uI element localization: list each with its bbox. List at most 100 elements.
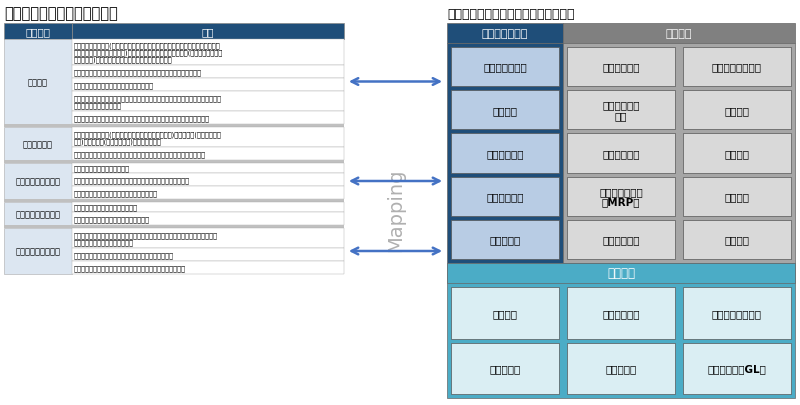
- FancyBboxPatch shape: [567, 91, 675, 130]
- Text: 過去の不良率に基づく、歩留率の算出と、歩留率を考慮した製造ロットサイズ、計
画生産数量の算出ができる: 過去の不良率に基づく、歩留率の算出と、歩留率を考慮した製造ロットサイズ、計 画生…: [74, 95, 222, 109]
- FancyBboxPatch shape: [4, 40, 72, 125]
- Text: 需要情報に基づく原材料所要量計画の提示、購買依頼の提示を自動でできる: 需要情報に基づく原材料所要量計画の提示、購買依頼の提示を自動でできる: [74, 115, 210, 122]
- FancyBboxPatch shape: [447, 263, 795, 284]
- FancyBboxPatch shape: [563, 24, 795, 44]
- FancyBboxPatch shape: [567, 134, 675, 173]
- Text: 販売・購買管理: 販売・購買管理: [482, 29, 528, 39]
- FancyBboxPatch shape: [451, 287, 559, 339]
- Text: 工順／作業区
管理: 工順／作業区 管理: [602, 100, 640, 121]
- FancyBboxPatch shape: [567, 287, 675, 339]
- FancyBboxPatch shape: [4, 125, 344, 128]
- FancyBboxPatch shape: [72, 92, 344, 112]
- Text: 品質管理: 品質管理: [725, 192, 750, 202]
- FancyBboxPatch shape: [683, 220, 791, 259]
- FancyBboxPatch shape: [447, 44, 563, 263]
- FancyBboxPatch shape: [72, 248, 344, 261]
- Text: 棚卸し時に在庫情報の更新をシステムにて行う: 棚卸し時に在庫情報の更新をシステムにて行う: [74, 190, 158, 196]
- FancyBboxPatch shape: [72, 66, 344, 79]
- FancyBboxPatch shape: [683, 91, 791, 130]
- Text: 仕入先ロット別、材質別、保管場所別の在庫情報の照会ができる: 仕入先ロット別、材質別、保管場所別の在庫情報の照会ができる: [74, 177, 190, 183]
- FancyBboxPatch shape: [451, 177, 559, 216]
- Text: 要件: 要件: [202, 27, 214, 37]
- Text: 繰返生産管理: 繰返生産管理: [602, 235, 640, 245]
- FancyBboxPatch shape: [72, 24, 344, 40]
- Text: 在庫管理: 在庫管理: [725, 106, 750, 115]
- Text: 保管期限を越えた在庫の廃棄処理ができる: 保管期限を越えた在庫の廃棄処理ができる: [74, 216, 150, 222]
- Text: 生産計画: 生産計画: [28, 78, 48, 87]
- Text: 在庫管理－製品在庫: 在庫管理－製品在庫: [15, 209, 61, 218]
- Text: 工場全体の制約条件(設備能力、資材調達、ツール、外注、要員、設備のメンテナ
ンス計画、工場間輸送時間等)の下で、いくつかの生産計画基準(納期、収益性、顧
客優先: 工場全体の制約条件(設備能力、資材調達、ツール、外注、要員、設備のメンテナ ンス…: [74, 43, 223, 63]
- FancyBboxPatch shape: [4, 202, 72, 226]
- Text: 製品構成管理: 製品構成管理: [602, 62, 640, 72]
- Text: 生産管理: 生産管理: [666, 29, 692, 39]
- FancyBboxPatch shape: [72, 148, 344, 161]
- FancyBboxPatch shape: [72, 202, 344, 213]
- Text: 原材料、副資材、スペアパーツの購買単価を管理できる: 原材料、副資材、スペアパーツの購買単価を管理できる: [74, 252, 174, 258]
- Text: 販売見積管理: 販売見積管理: [486, 149, 524, 159]
- FancyBboxPatch shape: [683, 134, 791, 173]
- FancyBboxPatch shape: [4, 128, 72, 161]
- Text: 製番別／機種別の回答納期計算ができること: 製番別／機種別の回答納期計算ができること: [74, 82, 154, 89]
- Text: Mapping: Mapping: [386, 168, 405, 251]
- FancyBboxPatch shape: [4, 161, 344, 164]
- FancyBboxPatch shape: [451, 220, 559, 259]
- FancyBboxPatch shape: [72, 187, 344, 200]
- Text: 緊急品および生産キャンセル品に対応可能なリスケジューリングを行う: 緊急品および生産キャンセル品に対応可能なリスケジューリングを行う: [74, 69, 202, 76]
- Text: 受注／請求管理: 受注／請求管理: [483, 62, 527, 72]
- FancyBboxPatch shape: [72, 40, 344, 66]
- FancyBboxPatch shape: [4, 226, 344, 228]
- FancyBboxPatch shape: [683, 343, 791, 394]
- Text: 資金管理: 資金管理: [493, 308, 518, 318]
- Text: 固定資産管理: 固定資産管理: [602, 308, 640, 318]
- FancyBboxPatch shape: [72, 79, 344, 92]
- Text: フォーミュラ管理: フォーミュラ管理: [712, 62, 762, 72]
- FancyBboxPatch shape: [447, 263, 795, 398]
- FancyBboxPatch shape: [4, 228, 72, 274]
- Text: 会計管理: 会計管理: [607, 267, 635, 280]
- Text: 総勘定元帳（GL）: 総勘定元帳（GL）: [707, 363, 766, 373]
- FancyBboxPatch shape: [72, 128, 344, 148]
- FancyBboxPatch shape: [567, 177, 675, 216]
- FancyBboxPatch shape: [451, 48, 559, 87]
- Text: 製造オーダー: 製造オーダー: [602, 149, 640, 159]
- FancyBboxPatch shape: [567, 220, 675, 259]
- FancyBboxPatch shape: [451, 134, 559, 173]
- FancyBboxPatch shape: [563, 44, 795, 263]
- Text: 全工程での進捗実績(投入、完了、次工程への引き渡し)、作業実績(良品数、不良
品数)、品質情報(不良コード等)の照会ができる: 全工程での進捗実績(投入、完了、次工程への引き渡し)、作業実績(良品数、不良 品…: [74, 131, 222, 145]
- Text: 販売分析管理: 販売分析管理: [486, 192, 524, 202]
- Text: 買掛金管理: 買掛金管理: [606, 363, 637, 373]
- FancyBboxPatch shape: [72, 174, 344, 187]
- Text: 生産計画: 生産計画: [725, 235, 750, 245]
- FancyBboxPatch shape: [567, 343, 675, 394]
- Text: 売掛金管理: 売掛金管理: [490, 363, 521, 373]
- Text: 自社の要件と業務領域の一覧: 自社の要件と業務領域の一覧: [4, 6, 118, 21]
- Text: 購買管理－資材発注: 購買管理－資材発注: [15, 247, 61, 256]
- FancyBboxPatch shape: [4, 24, 72, 40]
- FancyBboxPatch shape: [567, 48, 675, 87]
- FancyBboxPatch shape: [447, 24, 563, 44]
- FancyBboxPatch shape: [451, 91, 559, 130]
- FancyBboxPatch shape: [683, 177, 791, 216]
- Text: 購買管理: 購買管理: [493, 106, 518, 115]
- Text: 在庫管理－資材在庫: 在庫管理－資材在庫: [15, 177, 61, 186]
- FancyBboxPatch shape: [4, 200, 344, 202]
- FancyBboxPatch shape: [683, 287, 791, 339]
- Text: 業務領域: 業務領域: [26, 27, 50, 37]
- Text: 工程実績管理: 工程実績管理: [23, 140, 53, 149]
- FancyBboxPatch shape: [4, 164, 72, 200]
- Text: 工程作業者が製造仕様書情報、クレーム情報、品質情報等の照会ができる: 工程作業者が製造仕様書情報、クレーム情報、品質情報等の照会ができる: [74, 151, 206, 158]
- Text: 製造ロット別の入出庫管理ができる: 製造ロット別の入出庫管理ができる: [74, 204, 138, 211]
- Text: 在庫のエージングが確認できる: 在庫のエージングが確認できる: [74, 165, 130, 172]
- FancyBboxPatch shape: [72, 164, 344, 174]
- FancyBboxPatch shape: [451, 343, 559, 394]
- FancyBboxPatch shape: [683, 48, 791, 87]
- Text: パッケージソフトウェアのモジュール: パッケージソフトウェアのモジュール: [447, 7, 574, 20]
- FancyBboxPatch shape: [72, 112, 344, 125]
- Text: 発注点、安全在庫を考慮した発注データ作成支援ができること: 発注点、安全在庫を考慮した発注データ作成支援ができること: [74, 264, 186, 271]
- Text: 多仕様製品: 多仕様製品: [490, 235, 521, 245]
- Text: 資材所要量計画
（MRP）: 資材所要量計画 （MRP）: [599, 186, 643, 207]
- Text: ローカル税制対応: ローカル税制対応: [712, 308, 762, 318]
- Text: 生産計画に基づいた原材料、副資材、の発注ができる。また検収、支払処理の会
計システムへの引き継ぎができる: 生産計画に基づいた原材料、副資材、の発注ができる。また検収、支払処理の会 計シス…: [74, 232, 218, 245]
- Text: 工程管理: 工程管理: [725, 149, 750, 159]
- FancyBboxPatch shape: [72, 261, 344, 274]
